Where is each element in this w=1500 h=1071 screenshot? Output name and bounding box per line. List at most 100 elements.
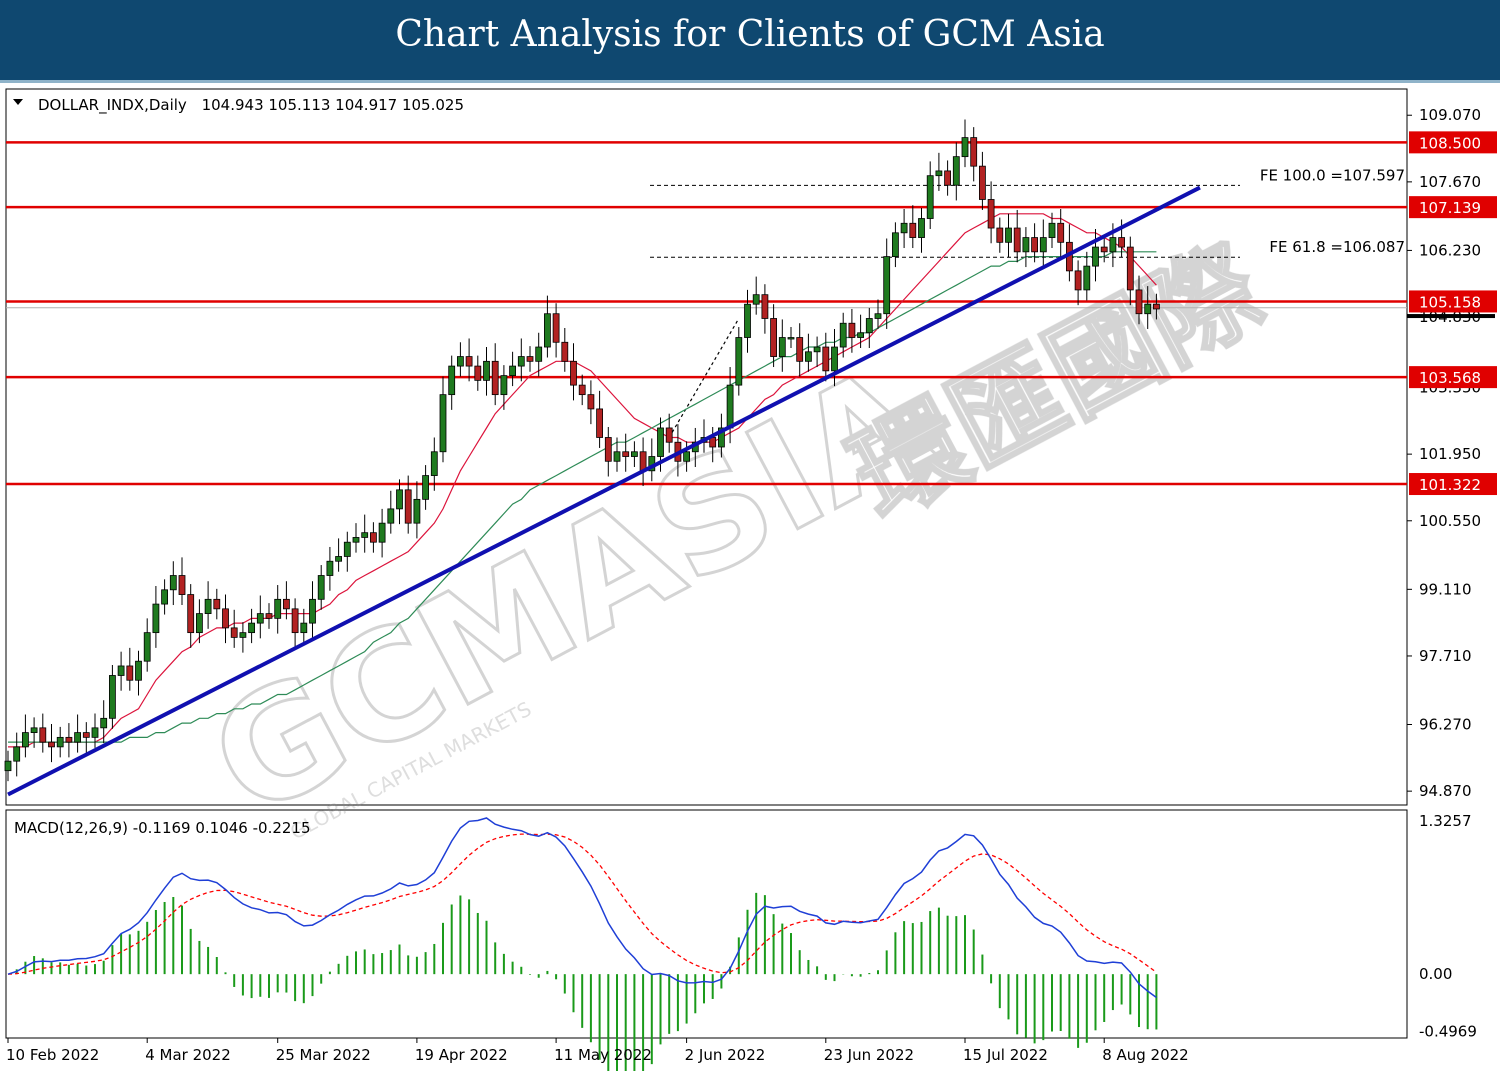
candle: [265, 603, 273, 629]
candle: [683, 441, 690, 472]
candle: [1144, 286, 1152, 329]
candle: [195, 599, 203, 644]
candle: [465, 338, 473, 382]
fib-label-0: FE 100.0 =107.597: [1260, 166, 1405, 184]
candle: [509, 351, 517, 387]
candle: [900, 209, 908, 249]
level-label-3: 103.568: [1409, 366, 1497, 389]
candle: [517, 338, 525, 382]
candle: [535, 332, 543, 377]
candle: [744, 289, 751, 353]
time-tick-label: 19 Apr 2022: [415, 1046, 508, 1064]
price-tick-label: 97.710: [1419, 647, 1472, 665]
macd-signal-line: [7, 833, 1157, 975]
candle: [665, 413, 673, 453]
banner-title: Chart Analysis for Clients of GCM Asia: [395, 14, 1105, 55]
candle: [587, 380, 595, 425]
candle: [822, 332, 830, 382]
candle: [944, 160, 951, 196]
time-tick-label: 2 Jun 2022: [685, 1046, 766, 1064]
candle: [56, 726, 64, 758]
candle: [570, 343, 577, 401]
level-label-2: 105.158: [1409, 290, 1497, 313]
macd-indicator: [7, 817, 1158, 1071]
price-header: DOLLAR_INDX,Daily 104.943 105.113 104.91…: [38, 96, 464, 115]
candle: [135, 650, 142, 696]
candle: [361, 514, 369, 553]
candle: [848, 308, 856, 353]
candle: [770, 304, 777, 368]
candle: [317, 565, 325, 610]
ma-slow-line: [8, 251, 1157, 743]
trendline-path: [7, 185, 1201, 797]
candle: [1031, 223, 1038, 263]
candle: [282, 581, 290, 620]
fibonacci-labels: FE 100.0 =107.597 FE 61.8 =106.087: [1260, 166, 1405, 256]
time-tick-label: 4 Mar 2022: [145, 1046, 231, 1064]
macd-tick-label: 0.00: [1419, 965, 1452, 983]
candle: [1135, 275, 1143, 325]
time-tick-label: 25 Mar 2022: [276, 1046, 371, 1064]
candle: [109, 665, 116, 729]
price-tick-label: 109.070: [1419, 106, 1481, 124]
candle: [839, 312, 847, 358]
candle: [1022, 227, 1030, 268]
candle: [448, 355, 456, 410]
candle: [631, 441, 638, 467]
candle: [718, 413, 725, 458]
candle: [1074, 260, 1082, 306]
level-label-4: 101.322: [1409, 473, 1497, 496]
candle: [404, 475, 412, 534]
candle: [752, 276, 760, 315]
chart-area: GCMASIA 環匯國際 GLOBAL CAPITAL MARKETS FE 1…: [4, 88, 1497, 1071]
macd-panel: [5, 809, 1408, 1039]
candle: [926, 161, 934, 229]
candle: [935, 152, 943, 191]
candle: [491, 343, 499, 406]
candle: [343, 531, 351, 572]
current-price-marker: [1407, 314, 1495, 319]
candle: [874, 299, 882, 329]
candle: [91, 713, 99, 748]
candle: [857, 314, 864, 348]
candle: [239, 622, 247, 653]
level-labels: 108.500 107.139 105.158 103.568 101.322: [1409, 131, 1497, 496]
price-header-symbol: DOLLAR_INDX,Daily: [38, 96, 187, 115]
banner: Chart Analysis for Clients of GCM Asia: [0, 0, 1500, 83]
candle: [1013, 209, 1021, 263]
time-tick-label: 10 Feb 2022: [6, 1046, 99, 1064]
price-tick-label: 107.670: [1419, 173, 1481, 191]
candle: [952, 142, 960, 201]
candle: [761, 284, 769, 334]
macd-axis: 1.3257 0.00 -0.4969: [1419, 812, 1477, 1041]
price-header-ohlc: 104.943 105.113 104.917 105.025: [202, 96, 464, 114]
candle: [222, 594, 229, 644]
candle: [544, 295, 551, 358]
fib-label-1: FE 61.8 =106.087: [1269, 238, 1405, 256]
collapse-triangle-icon[interactable]: [13, 99, 23, 105]
svg-text:107.139: 107.139: [1419, 199, 1481, 217]
candle: [892, 222, 899, 268]
candle: [213, 588, 221, 620]
candle: [387, 490, 395, 534]
time-tick-label: 15 Jul 2022: [963, 1046, 1048, 1064]
macd-tick-label: -0.4969: [1419, 1023, 1477, 1041]
candle: [74, 714, 81, 753]
candle: [1048, 212, 1056, 249]
candle: [578, 374, 586, 406]
svg-text:103.568: 103.568: [1419, 369, 1481, 387]
candle: [178, 557, 186, 606]
candle: [169, 561, 177, 606]
candle: [831, 328, 838, 387]
candle: [309, 581, 316, 639]
candle: [552, 303, 560, 358]
candle: [526, 346, 534, 372]
candle: [187, 584, 195, 648]
price-tick-label: 106.230: [1419, 241, 1481, 259]
candle: [883, 238, 891, 329]
support-resistance-levels: [6, 141, 1407, 486]
candle: [561, 328, 569, 372]
ma-slow-path: [8, 251, 1157, 743]
price-tick-label: 99.110: [1419, 580, 1472, 598]
candle: [39, 713, 47, 753]
